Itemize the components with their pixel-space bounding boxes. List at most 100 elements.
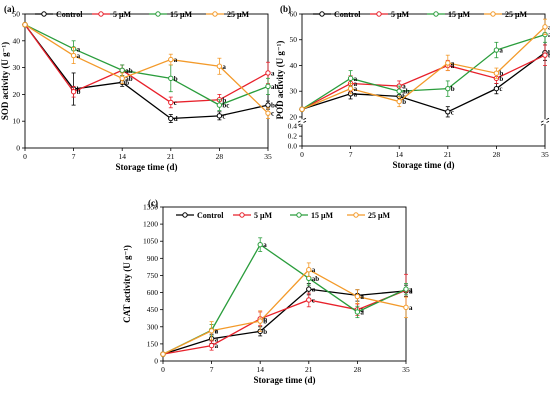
data-point <box>265 110 271 116</box>
data-point <box>354 309 361 315</box>
data-point <box>542 52 548 58</box>
x-tick-label: 0 <box>161 365 165 374</box>
series-line <box>24 24 269 104</box>
data-point <box>168 56 174 63</box>
plot-frame <box>24 13 269 149</box>
x-axis-label: Storage time (d) <box>254 375 316 385</box>
data-point <box>354 293 361 300</box>
data-point <box>445 109 451 115</box>
y-tick-label: 150 <box>147 339 159 348</box>
data-point <box>208 328 215 334</box>
data-point <box>119 75 125 82</box>
data-point <box>265 83 271 90</box>
y-tick-label: 30 <box>13 63 21 72</box>
data-point <box>70 52 77 59</box>
significance-letter: c <box>499 85 502 93</box>
significance-letter: a <box>360 292 364 300</box>
significance-letter: a <box>215 342 219 350</box>
significance-letter: a <box>271 69 275 77</box>
data-point <box>265 70 271 76</box>
significance-letter: a <box>409 287 413 295</box>
data-point <box>208 342 215 349</box>
x-tick-label: 35 <box>402 365 410 374</box>
y-tick-label: 60 <box>290 10 298 19</box>
y-tick-label: 0 <box>16 144 20 153</box>
legend-entry: 25 μM <box>227 10 250 19</box>
significance-letter: a <box>174 56 178 64</box>
y-tick-label: 0.4 <box>288 122 298 131</box>
y-tick-label: 30 <box>290 87 298 96</box>
series-line <box>301 26 546 110</box>
legend-entry: Control <box>56 10 83 19</box>
x-tick-label: 21 <box>167 152 175 161</box>
data-point <box>70 89 77 95</box>
y-axis-label: POD activity (U g⁻¹) <box>275 41 285 120</box>
chart-panel-0: (a) 0 10 20 30 40 50 0 7 14 21 28 35 Storage time (d)… <box>0 4 279 172</box>
significance-letter: a <box>215 327 219 335</box>
data-point <box>347 75 354 82</box>
data-point <box>22 22 28 28</box>
y-tick-label: 20 <box>13 90 21 99</box>
significance-letter: b <box>263 318 267 326</box>
y-tick-label: 450 <box>147 305 159 314</box>
x-tick-label: 7 <box>72 152 76 161</box>
significance-letter: d <box>174 115 178 123</box>
plot-frame <box>301 13 546 147</box>
significance-letter: ab <box>312 275 320 283</box>
series-0: bbd cbc <box>22 22 278 123</box>
significance-letter: a <box>222 63 226 71</box>
axis-break-gap <box>300 119 304 125</box>
y-axis-label: SOD activity (U g⁻¹) <box>0 42 10 120</box>
data-point <box>168 75 174 82</box>
data-point <box>542 24 548 30</box>
y-tick-label: 0.2 <box>288 132 298 141</box>
x-tick-label: 14 <box>118 152 126 161</box>
data-point <box>160 351 166 357</box>
panel-tag: (a) <box>4 4 15 14</box>
data-point <box>257 241 263 248</box>
series-line <box>301 52 546 113</box>
significance-letter: a <box>215 335 219 343</box>
x-tick-label: 21 <box>305 365 313 374</box>
significance-letter: bc <box>271 102 278 110</box>
series-line <box>162 268 407 355</box>
significance-letter: a <box>215 327 219 335</box>
series-line <box>301 54 546 110</box>
legend-marker <box>490 11 496 17</box>
data-point <box>216 102 223 108</box>
significance-letter: a <box>354 85 358 93</box>
panel-tag: (c) <box>148 198 158 208</box>
significance-letter: a <box>451 59 455 67</box>
significance-letter: b <box>263 328 267 336</box>
significance-letter: a <box>402 83 406 91</box>
data-point <box>168 99 174 106</box>
significance-letter: b <box>499 75 503 83</box>
significance-letter: a <box>451 62 455 70</box>
legend-entry: 25 μM <box>368 211 391 220</box>
significance-letter: c <box>174 99 177 107</box>
y-tick-label: 10 <box>13 117 21 126</box>
legend: Control 5 μM 15 μM 25 μM <box>35 10 250 19</box>
significance-letter: a <box>77 52 81 60</box>
x-axis-label: Storage time (d) <box>116 162 178 172</box>
legend-marker <box>319 11 325 17</box>
y-axis-label: CAT activity (U g⁻¹) <box>122 245 132 323</box>
significance-letter: ab <box>125 75 133 83</box>
data-point <box>299 106 305 112</box>
legend-marker <box>41 11 47 17</box>
significance-letter: a <box>409 286 413 294</box>
x-tick-label: 35 <box>541 150 549 159</box>
significance-letter: a <box>409 287 413 295</box>
x-tick-label: 0 <box>300 150 304 159</box>
significance-letter: b <box>125 79 129 87</box>
y-tick-label: 300 <box>147 322 159 331</box>
x-tick-label: 28 <box>216 152 224 161</box>
legend-entry: 15 μM <box>170 10 193 19</box>
data-point <box>257 318 263 324</box>
data-point <box>347 85 354 92</box>
